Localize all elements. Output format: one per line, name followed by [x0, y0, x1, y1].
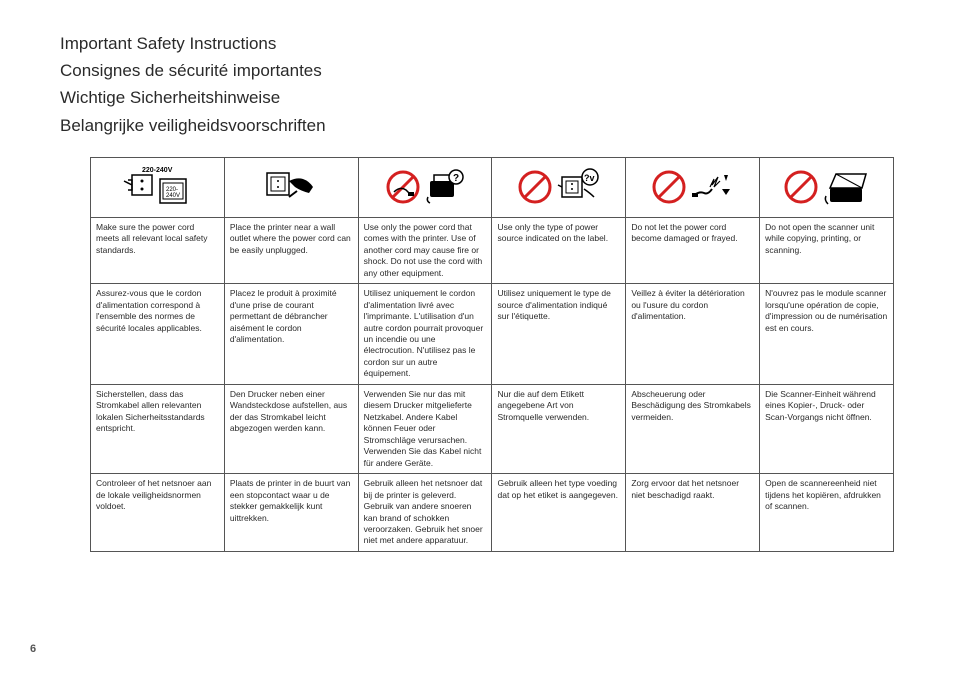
icon-row: 220-240V 220- 240V [91, 157, 894, 217]
cell: Make sure the power cord meets all relev… [91, 217, 225, 283]
prohibition-icon [518, 170, 552, 204]
svg-text:?v: ?v [584, 173, 595, 183]
voltage-outlet-icon: 220-240V 220- 240V [122, 163, 192, 211]
outlet-question-icon: ?v [556, 167, 600, 207]
icon-cell-scanner [760, 157, 894, 217]
icon-cell-damaged-cord [626, 157, 760, 217]
scanner-open-icon [822, 166, 870, 208]
cell: Utilisez uniquement le type de source d'… [492, 284, 626, 385]
cell: Gebruik alleen het type voeding dat op h… [492, 474, 626, 552]
svg-text:220-240V: 220-240V [142, 167, 173, 174]
printer-question-icon: ? [424, 167, 464, 207]
prohibition-icon [386, 170, 420, 204]
row-de: Sicherstellen, dass das Stromkabel allen… [91, 384, 894, 473]
cell: Do not open the scanner unit while copyi… [760, 217, 894, 283]
cell: Veillez à éviter la détérioration ou l'u… [626, 284, 760, 385]
cell: Open de scannereenheid niet tijdens het … [760, 474, 894, 552]
prohibition-icon [652, 170, 686, 204]
row-fr: Assurez-vous que le cordon d'alimentatio… [91, 284, 894, 385]
hand-plug-icon [261, 163, 321, 211]
cell: N'ouvrez pas le module scanner lorsqu'un… [760, 284, 894, 385]
cell: Gebruik alleen het netsnoer dat bij de p… [358, 474, 492, 552]
cell: Do not let the power cord become damaged… [626, 217, 760, 283]
icon-cell-voltage: 220-240V 220- 240V [91, 157, 225, 217]
cell: Utilisez uniquement le cordon d'alimenta… [358, 284, 492, 385]
svg-text:240V: 240V [166, 193, 180, 199]
cell: Use only the power cord that comes with … [358, 217, 492, 283]
title-nl: Belangrijke veiligheidsvoorschriften [60, 112, 894, 139]
cell: Nur die auf dem Etikett angegebene Art v… [492, 384, 626, 473]
title-en: Important Safety Instructions [60, 30, 894, 57]
title-fr: Consignes de sécurité importantes [60, 57, 894, 84]
icon-cell-outlet [224, 157, 358, 217]
frayed-cord-icon [690, 167, 734, 207]
safety-table: 220-240V 220- 240V [90, 157, 894, 552]
cell: Assurez-vous que le cordon d'alimentatio… [91, 284, 225, 385]
prohibition-icon [784, 170, 818, 204]
cell: Den Drucker neben einer Wandsteckdose au… [224, 384, 358, 473]
title-de: Wichtige Sicherheitshinweise [60, 84, 894, 111]
cell: Plaats de printer in de buurt van een st… [224, 474, 358, 552]
icon-cell-power-source: ?v [492, 157, 626, 217]
icon-cell-cord-only: ? [358, 157, 492, 217]
page-number: 6 [30, 643, 36, 655]
svg-text:?: ? [453, 173, 459, 184]
cell: Use only the type of power source indica… [492, 217, 626, 283]
cell: Placez le produit à proximité d'une pris… [224, 284, 358, 385]
row-nl: Controleer of het netsnoer aan de lokale… [91, 474, 894, 552]
cell: Abscheuerung oder Beschädigung des Strom… [626, 384, 760, 473]
cell: Zorg ervoor dat het netsnoer niet bescha… [626, 474, 760, 552]
cell: Die Scanner-Einheit während eines Kopier… [760, 384, 894, 473]
cell: Place the printer near a wall outlet whe… [224, 217, 358, 283]
title-block: Important Safety Instructions Consignes … [60, 30, 894, 139]
cell: Sicherstellen, dass das Stromkabel allen… [91, 384, 225, 473]
row-en: Make sure the power cord meets all relev… [91, 217, 894, 283]
cell: Verwenden Sie nur das mit diesem Drucker… [358, 384, 492, 473]
cell: Controleer of het netsnoer aan de lokale… [91, 474, 225, 552]
